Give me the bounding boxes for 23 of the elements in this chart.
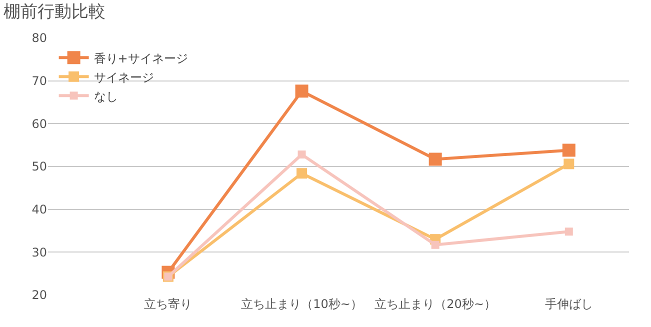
point xyxy=(428,152,442,166)
point xyxy=(562,144,576,157)
y-tick-label: 80 xyxy=(32,31,47,46)
point xyxy=(564,158,574,170)
chart-title: 棚前行動比較 xyxy=(3,2,106,22)
x-tick-label: 手伸ばし xyxy=(544,297,593,311)
point xyxy=(564,228,573,236)
x-tick-label: 立ち止まり（10秒~） xyxy=(241,297,362,311)
legend-label: 香り+サイネージ xyxy=(94,51,188,66)
y-tick-label: 70 xyxy=(32,74,47,88)
point xyxy=(431,240,440,249)
y-tick-label: 30 xyxy=(32,245,47,260)
legend-label: サイネージ xyxy=(94,70,154,84)
y-tick-label: 40 xyxy=(32,202,47,217)
point xyxy=(298,150,306,159)
y-tick-label: 60 xyxy=(32,116,47,131)
y-tick-label: 20 xyxy=(32,288,47,302)
legend-label: なし xyxy=(94,89,118,104)
point xyxy=(296,168,308,179)
x-tick-label: 立ち寄り xyxy=(144,297,192,311)
y-tick-label: 50 xyxy=(32,160,47,174)
point xyxy=(295,84,308,98)
x-tick-label: 立ち止まり（20秒~） xyxy=(374,297,496,311)
